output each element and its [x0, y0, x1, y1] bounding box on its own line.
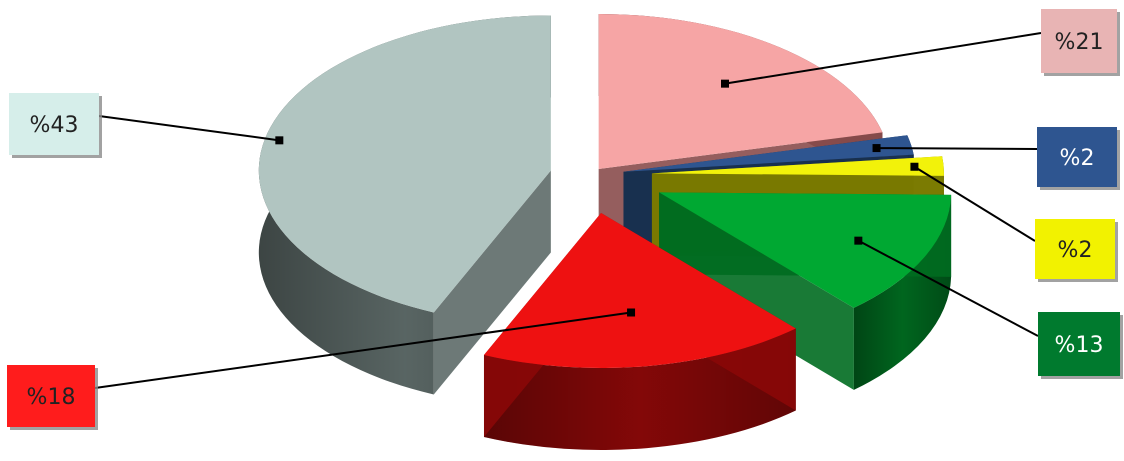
data-labels: %21 %2 %2 %13 %18 %43 — [7, 9, 1120, 427]
pie-slice — [483, 213, 796, 451]
data-label-text: %2 — [1060, 146, 1095, 171]
leader-line — [913, 165, 1036, 242]
data-label-box — [1038, 312, 1120, 376]
leader-marker — [627, 308, 636, 317]
pie-slices — [258, 13, 952, 451]
data-label-text: %18 — [27, 385, 76, 410]
data-label: %43 — [9, 93, 99, 155]
data-label: %2 — [1035, 219, 1115, 279]
leader-marker — [275, 136, 284, 145]
data-label: %2 — [1037, 127, 1117, 187]
leader-marker — [854, 236, 863, 245]
pie-slice — [659, 192, 952, 390]
data-label-box — [1035, 219, 1115, 279]
leader-line — [876, 147, 1038, 150]
leader-marker — [910, 162, 919, 171]
data-label-text: %21 — [1055, 30, 1104, 55]
data-label: %13 — [1038, 312, 1120, 376]
data-label-text: %2 — [1058, 238, 1093, 263]
data-label-box — [1041, 9, 1117, 73]
leader-line — [98, 115, 280, 142]
pie-slice — [258, 15, 551, 395]
leader-line — [94, 311, 632, 389]
data-label: %21 — [1041, 9, 1117, 73]
leader-line — [857, 239, 1039, 337]
leader-line — [724, 32, 1042, 85]
data-label: %18 — [7, 365, 95, 427]
leader-lines — [94, 32, 1042, 389]
leader-marker — [721, 79, 730, 88]
data-label-box — [9, 93, 99, 155]
data-label-text: %13 — [1055, 333, 1104, 358]
data-label-text: %43 — [30, 113, 79, 138]
data-label-box — [1037, 127, 1117, 187]
leader-marker — [872, 144, 881, 153]
data-label-box — [7, 365, 95, 427]
